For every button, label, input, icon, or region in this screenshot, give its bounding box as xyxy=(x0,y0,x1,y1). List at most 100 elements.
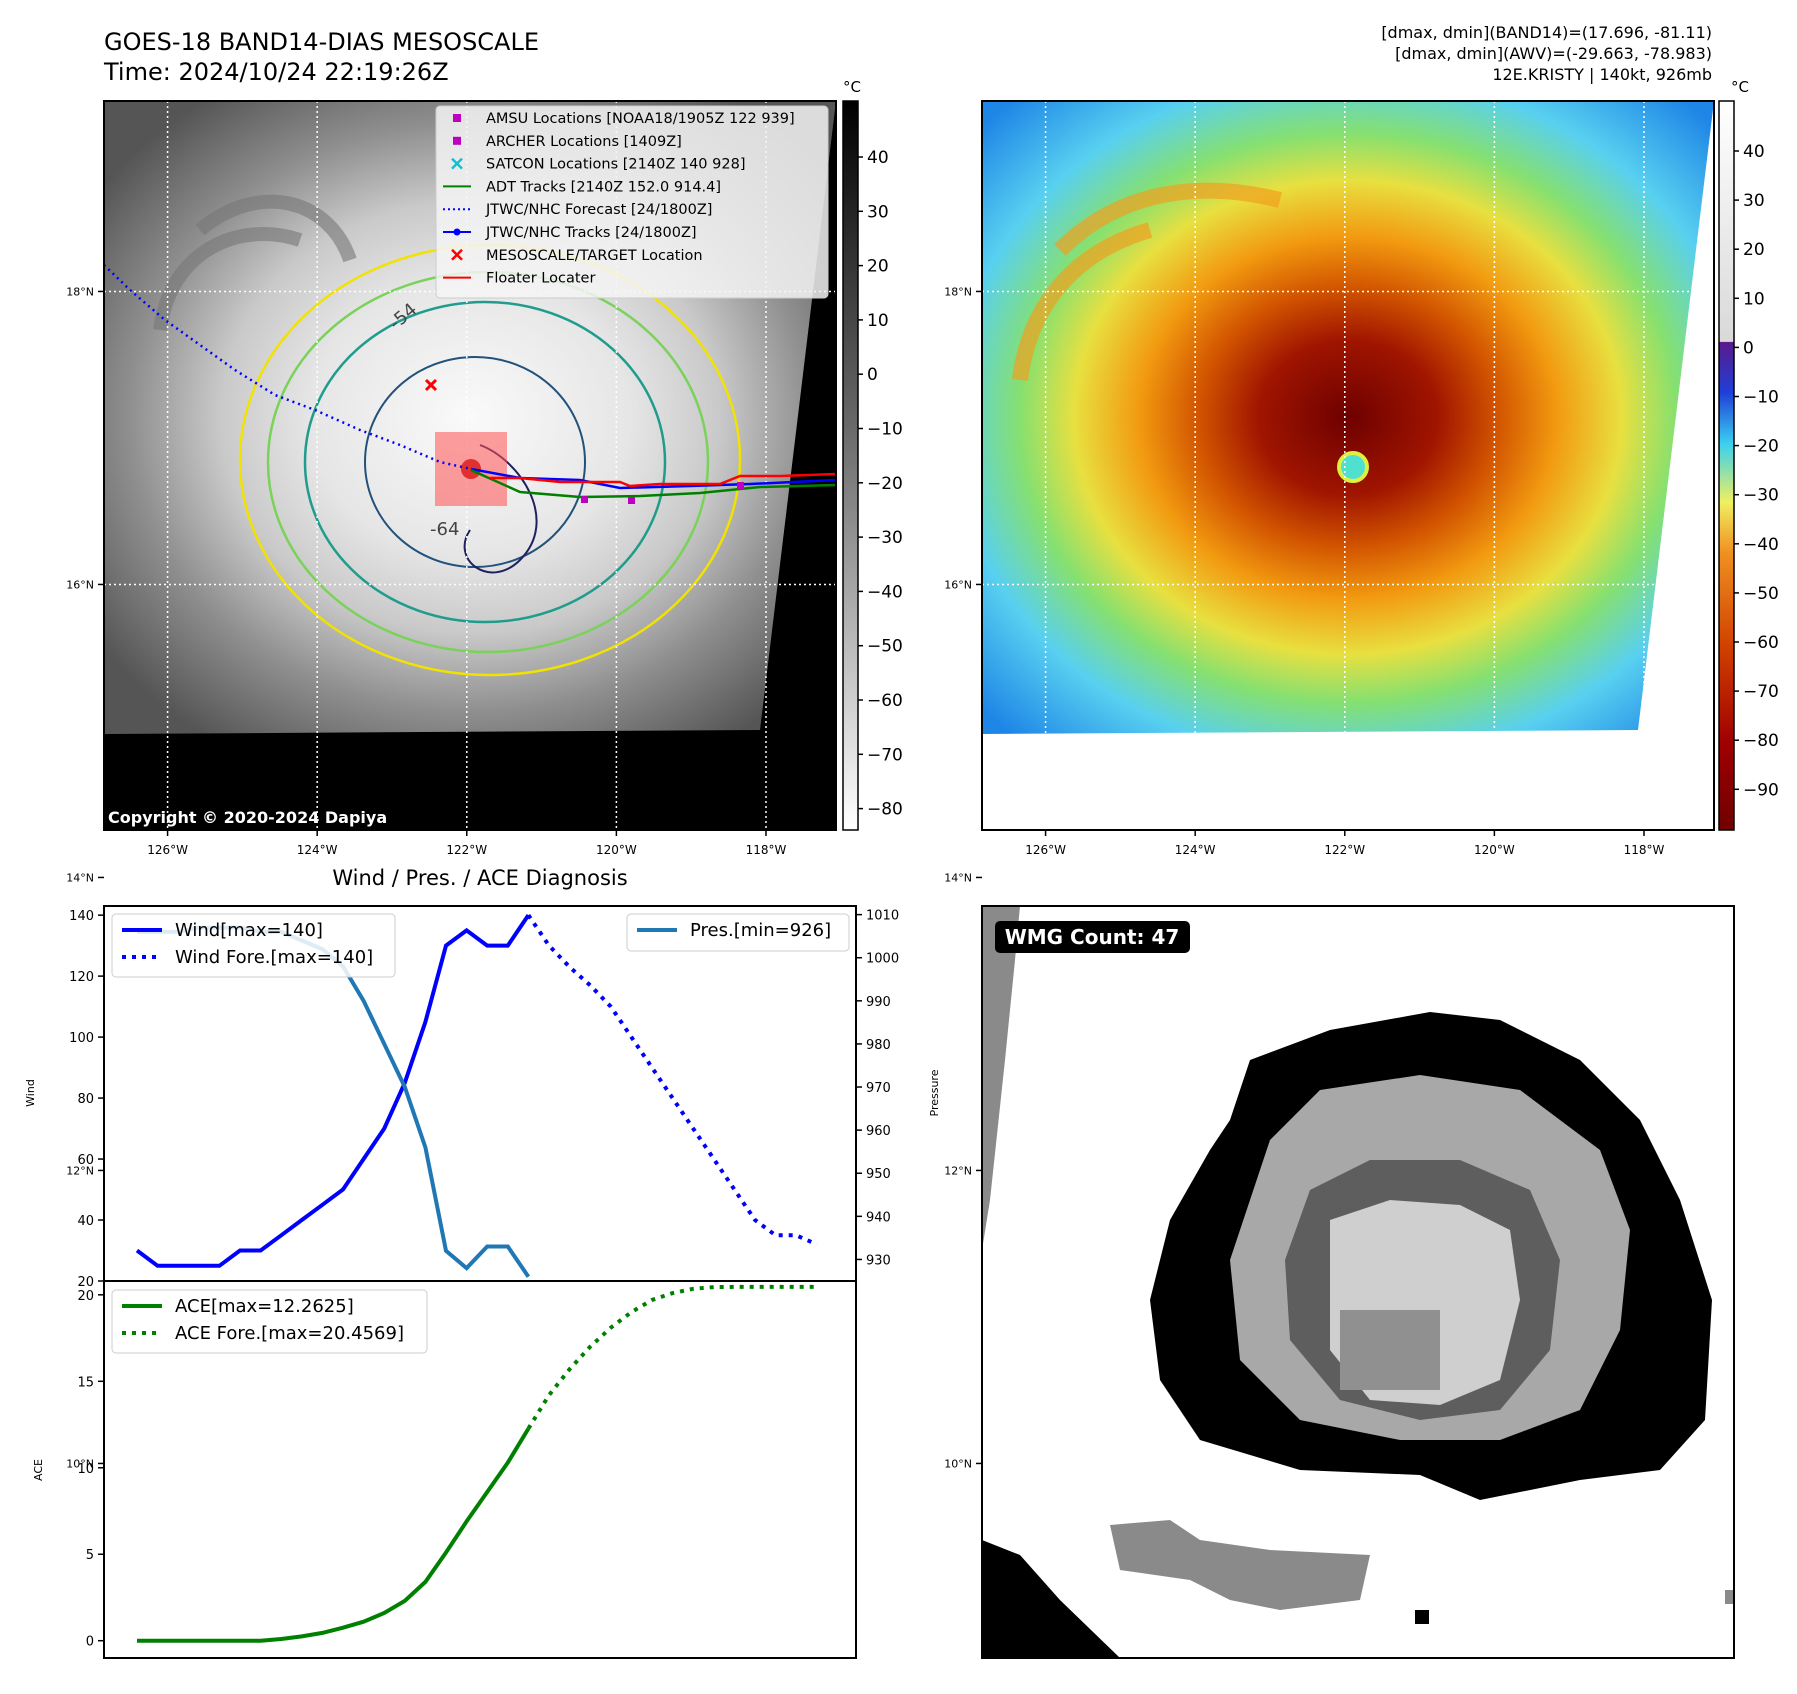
colorbar-tick-label: 10 xyxy=(867,311,889,331)
rain-band xyxy=(153,194,357,332)
contour-label-64: -64 xyxy=(430,519,459,540)
ace-legend: ACE[max=12.2625] ACE Fore.[max=20.4569] xyxy=(111,1289,428,1354)
chart-title: Wind / Pres. / ACE Diagnosis xyxy=(332,866,627,890)
wmg-panel: WMG Count: 47 xyxy=(981,905,1735,1659)
pressure-ytick-label: 990 xyxy=(866,995,891,1010)
archer-marker xyxy=(628,497,635,504)
colorbar-tick-label: −70 xyxy=(1743,682,1779,702)
floater-track xyxy=(490,472,836,488)
lat-label: 16°N xyxy=(944,578,972,591)
colorbar-tick-label: 30 xyxy=(867,202,889,222)
lat-label: 10°N xyxy=(66,1457,94,1470)
wmg-outer-band xyxy=(1110,1520,1370,1610)
gray-colorbar-unit: °C xyxy=(843,78,861,96)
ace-legend-label: ACE Fore.[max=20.4569] xyxy=(175,1323,404,1344)
map2-frame xyxy=(981,100,1715,831)
wmg-frame xyxy=(981,905,1735,1659)
figure-title: GOES-18 BAND14-DIAS MESOSCALE xyxy=(104,28,539,56)
lat-label: 12°N xyxy=(66,1164,94,1177)
legend-label: Floater Locater xyxy=(486,271,595,287)
color-colorbar-unit: °C xyxy=(1731,78,1749,96)
lat-label: 14°N xyxy=(66,871,94,884)
map1-axis-labels: 18°N 16°N 14°N 12°N 10°N 126°W 124°W 122°W 120°W… xyxy=(66,285,786,1470)
wmg-left-band xyxy=(982,906,1020,1250)
ir-color-swath xyxy=(982,101,1714,734)
legend-label: JTWC/NHC Forecast [24/1800Z] xyxy=(485,202,712,218)
wmg-pixel-2 xyxy=(1725,1590,1734,1604)
legend-label: SATCON Locations [2140Z 140 928] xyxy=(486,157,745,173)
colorbar-tick-label: 0 xyxy=(1743,338,1754,358)
gray-colorbar: °C 40 30 20 10 0 −10 −20 −30 −40 −50 −60 −70 −80 xyxy=(842,78,903,831)
lon-label: 120°W xyxy=(1474,843,1515,857)
legend-label: JTWC/NHC Tracks [24/1800Z] xyxy=(485,225,697,241)
ace-ytick-label: 5 xyxy=(86,1548,94,1563)
colorbar-tick-label: −80 xyxy=(1743,731,1779,751)
wind-legend: Wind[max=140] Wind Fore.[max=140] xyxy=(111,913,396,978)
forecast-track xyxy=(104,264,472,471)
pressure-ytick-label: 970 xyxy=(866,1081,891,1096)
wmg-pixel xyxy=(1415,1610,1429,1624)
adt-track xyxy=(470,468,836,499)
colorbar-tick-label: −20 xyxy=(867,474,903,494)
wind-legend-label: Wind[max=140] xyxy=(175,920,323,941)
colorbar-tick-label: −70 xyxy=(867,745,903,765)
colorbar-tick-label: −60 xyxy=(1743,633,1779,653)
lat-label: 18°N xyxy=(944,285,972,298)
ace-ytick-label: 10 xyxy=(77,1462,94,1477)
pressure-legend-label: Pres.[min=926] xyxy=(690,920,831,941)
gray-colorbar-ticks: 40 30 20 10 0 −10 −20 −30 −40 −50 −60 −70 −80 xyxy=(858,148,903,820)
map2-axis-labels: 18°N 16°N 14°N 12°N 10°N 126°W 124°W 122°W 120°W… xyxy=(944,285,1664,1470)
gray-colorbar-ramp xyxy=(842,100,859,831)
legend-marker xyxy=(451,248,463,261)
colorbar-tick-label: −40 xyxy=(867,582,903,602)
pressure-ylabel: Pressure xyxy=(928,1069,941,1116)
lon-label: 122°W xyxy=(1324,843,1365,857)
wmg-count: WMG Count: 47 xyxy=(1005,925,1180,949)
lat-label: 12°N xyxy=(944,1164,972,1177)
lon-label: 122°W xyxy=(446,843,487,857)
wmg-corner-band xyxy=(982,1540,1120,1658)
map1-frame xyxy=(103,100,837,831)
ace-chart: ACE 0 5 10 15 20 ACE[max=12.2625] ACE Fore.[ma… xyxy=(32,1280,857,1659)
colorbar-tick-label: −50 xyxy=(867,637,903,657)
lon-label: 120°W xyxy=(596,843,637,857)
wind-legend-label: Wind Fore.[max=140] xyxy=(175,947,373,968)
stats-line-1: [dmax, dmin](BAND14)=(17.696, -81.11) xyxy=(1381,23,1712,42)
lon-label: 124°W xyxy=(1175,843,1216,857)
color-rain-band xyxy=(1012,182,1282,382)
lon-label: 126°W xyxy=(1025,843,1066,857)
colorbar-tick-label: −60 xyxy=(867,691,903,711)
ace-series-line-0 xyxy=(137,1427,531,1643)
wmg-eye xyxy=(1340,1310,1440,1390)
ace-ytick-label: 20 xyxy=(77,1289,94,1304)
ace-ytick-label: 0 xyxy=(86,1635,94,1650)
lon-label: 118°W xyxy=(746,843,787,857)
colorbar-tick-label: 20 xyxy=(867,257,889,277)
ace-ytick-label: 15 xyxy=(77,1375,94,1390)
pressure-ytick-label: 940 xyxy=(866,1210,891,1225)
colorbar-tick-label: −30 xyxy=(867,528,903,548)
lat-label: 14°N xyxy=(944,871,972,884)
lon-label: 118°W xyxy=(1624,843,1665,857)
legend-marker xyxy=(451,157,463,170)
wind-ylabel: Wind xyxy=(24,1079,37,1107)
wind-ytick-label: 140 xyxy=(69,909,94,924)
ace-series-line-1 xyxy=(526,1284,817,1430)
wind-ytick-label: 60 xyxy=(77,1153,94,1168)
mesoscale-target-marker xyxy=(424,378,438,392)
colorbar-tick-label: −20 xyxy=(1743,437,1779,457)
pressure-ytick-label: 960 xyxy=(866,1124,891,1139)
ace-ylabel: ACE xyxy=(32,1459,45,1481)
map-legend: AMSU Locations [NOAA18/1905Z 122 939] ARC… xyxy=(435,105,829,299)
legend-marker xyxy=(453,136,461,145)
wind-ytick-label: 100 xyxy=(69,1031,94,1046)
color-colorbar: °C 40 30 20 10 0 −10 −20 −30 −40 −50 −60 −70 −80 −90 xyxy=(1718,78,1779,831)
colorbar-tick-label: −30 xyxy=(1743,486,1779,506)
wind-ytick-label: 20 xyxy=(77,1275,94,1290)
colorbar-tick-label: 40 xyxy=(867,148,889,168)
colorbar-tick-label: −40 xyxy=(1743,535,1779,555)
wind-ytick-label: 80 xyxy=(77,1092,94,1107)
pressure-ytick-label: 950 xyxy=(866,1167,891,1182)
contour-teal xyxy=(303,300,667,624)
wind-ytick-label: 40 xyxy=(77,1214,94,1229)
